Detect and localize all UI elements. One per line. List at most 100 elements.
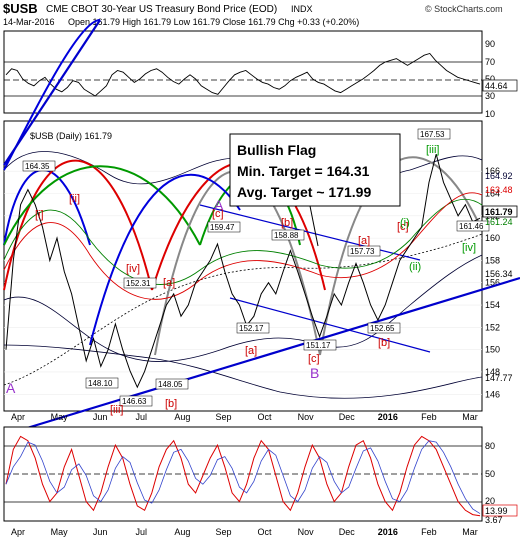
wave-label: [iii] [110,404,123,416]
price-legend: $USB (Daily) 161.79 [30,131,112,141]
level-label: 161.24 [485,217,513,227]
annotation-avg-target: Avg. Target ~ 171.99 [237,184,371,200]
rsi-tick-70: 70 [485,57,495,67]
upper-trendline [3,19,101,166]
stoch-k-box [482,504,518,517]
x-tick-label: Feb [421,527,437,537]
x-tick-label: Dec [339,412,356,422]
x-tick-label: 2016 [378,527,398,537]
x-tick-label: 2016 [378,412,398,422]
stoch-x-ticks: Apr May Jun Jul Aug Sep Oct Nov Dec 2016 Feb Mar [11,527,478,537]
x-tick-label: Mar [462,412,478,422]
level-label: 164.92 [485,171,513,181]
x-tick-label: Sep [215,412,231,422]
price-label-box [22,160,56,172]
last-price-box [482,205,518,218]
x-tick-label: Apr [11,412,25,422]
wave-label: A [214,197,224,213]
flag-upper-line [199,204,421,261]
x-tick-label: Oct [258,527,273,537]
wave-label: [c] [308,353,320,365]
symbol: $USB [3,1,38,16]
rsi-tick-10: 10 [485,109,495,119]
instrument-name: CME CBOT 30-Year US Treasury Bond Price … [46,4,277,15]
x-tick-label: Oct [258,412,273,422]
x-tick-label: Mar [462,527,478,537]
x-tick-label: May [51,412,69,422]
x-tick-label: Jun [93,412,108,422]
price-label: 151.17 [306,341,331,350]
x-tick-label: Jul [136,412,148,422]
price-y-tick: 148 [485,367,500,377]
price-label: 157.73 [350,247,375,256]
annotation-pointer [309,205,319,247]
x-tick-label: Nov [298,412,315,422]
annotation-min-target: Min. Target = 164.31 [237,163,370,179]
price-y-tick: 150 [485,345,500,355]
price-x-ticks: Apr May Jun Jul Aug Sep Oct Nov Dec 2016 Feb Mar [11,412,478,422]
flag-lower-line [229,297,431,353]
x-tick-label: Aug [174,527,190,537]
price-label: 146.63 [122,397,147,406]
cycle-arc-blue-2 [89,173,241,346]
wave-label: [a] [245,345,257,357]
price-label: 167.53 [420,130,445,139]
price-label: 148.10 [88,379,113,388]
date: 14-Mar-2016 [3,17,55,27]
price-label-box [207,221,241,233]
stoch-d-value: 3.67 [485,515,503,525]
x-tick-label: Aug [174,412,190,422]
stoch-tick-80: 80 [485,441,495,451]
price-y-tick: 152 [485,322,500,332]
wave-label: [c] [397,221,409,233]
price-label: 152.65 [370,324,395,333]
stochastic-panel: 80 50 20 13.99 3.67 Apr May Jun Jul Aug Sep Oc… [3,426,518,537]
wave-label: [b] [378,337,390,349]
price-label-box [347,245,381,257]
price-labels: 164.35 152.31 148.10 146.63 148.05 159.4… [22,128,490,407]
price-label-box [123,277,157,289]
price-label-box [155,378,189,390]
long-ma [3,233,483,386]
price-label-box [236,322,270,334]
price-y-tick: 156 [485,278,500,288]
wave-label: [i] [35,209,44,221]
wave-label: [a] [358,235,370,247]
wave-label: [c] [212,208,224,220]
price-label-box [119,395,153,407]
x-tick-label: Sep [215,527,231,537]
x-tick-label: Jun [93,527,108,537]
wave-label: [a] [163,277,175,289]
wave-label: [ii] [69,193,80,205]
ma-red [3,192,483,300]
x-tick-label: Nov [298,527,315,537]
rsi-line [5,52,481,97]
wave-label: (i) [400,217,410,229]
price-panel: 166164162160158156154152150148146 $USB (… [3,19,520,437]
price-y-tick: 146 [485,389,500,399]
rsi-value-box [482,79,518,92]
cycle-arc-green-1 [3,165,201,246]
price-label-box [456,220,490,232]
wave-label: [iii] [426,144,439,156]
price-label-box [85,377,119,389]
rsi-panel: 90 70 50 30 10 44.64 [3,30,518,119]
stoch-k-line [5,435,481,517]
price-label-box [367,322,401,334]
rsi-tick-30: 30 [485,91,495,101]
wave-label: [b] [281,217,293,229]
wave-label: B [310,365,319,381]
rsi-tick-90: 90 [485,39,495,49]
wave-label: A [6,380,16,396]
rsi-tick-50: 50 [485,74,495,84]
cycle-arc-red-1 [3,159,153,291]
wave-label: (ii) [409,261,421,273]
price-y-tick: 166 [485,166,500,176]
price-label-box [303,339,337,351]
stoch-d-line [5,440,481,514]
price-label-box [417,128,451,140]
stoch-tick-50: 50 [485,469,495,479]
x-tick-label: Feb [421,412,437,422]
price-y-tick: 154 [485,300,500,310]
